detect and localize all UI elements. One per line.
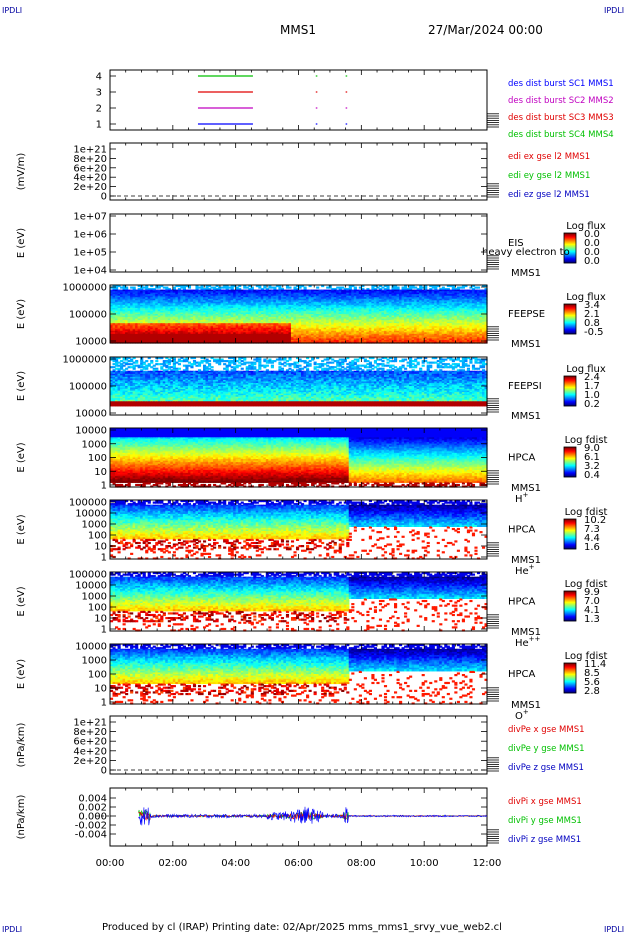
colorbar-tick-eis: 0.0	[584, 256, 600, 267]
y-tick-label-burst: 2	[96, 104, 102, 115]
spectrogram-feepse	[110, 285, 488, 344]
y-tick-label-burst: 3	[96, 88, 102, 99]
y-tick-label-edi: 2e+20	[73, 182, 107, 193]
y-tick-label-edi: 6e+20	[73, 163, 107, 174]
footer-text: Produced by cl (IRAP) Printing date: 02/…	[102, 922, 502, 933]
y-tick-label-burst: 1	[96, 120, 102, 131]
legend-edi-3: edi ez gse l2 MMS1	[508, 190, 590, 200]
panel-frame-eis	[110, 214, 487, 272]
overlay-text-eis: heavy electron to	[482, 247, 570, 258]
y-axis-label-edi: (mV/m)	[16, 153, 27, 191]
header-date: 27/Mar/2024 00:00	[428, 23, 543, 37]
legend-burst-1: des dist burst SC1 MMS1	[508, 79, 614, 89]
instrument-mission-eis: MMS1	[511, 268, 541, 279]
header-mission: MMS1	[280, 23, 316, 37]
legend-burst-2: des dist burst SC2 MMS2	[508, 96, 614, 106]
corner-label-top-left: IPDLI	[2, 6, 22, 15]
y-tick-label-edi: 4e+20	[73, 173, 107, 184]
corner-label-bottom-right: IPDLI	[604, 925, 624, 934]
legend-edi-1: edi ex gse l2 MMS1	[508, 152, 590, 162]
y-tick-label-burst: 4	[96, 72, 102, 83]
corner-label-top-right: IPDLI	[604, 6, 624, 15]
y-tick-label-eis: 1e+07	[73, 212, 107, 223]
y-tick-label-eis: 1e+06	[73, 230, 107, 241]
panel-frame-burst	[110, 70, 487, 130]
summary-plot: IPDLI IPDLI IPDLI IPDLI MMS1 27/Mar/2024…	[0, 0, 630, 934]
y-tick-label-eis: 1e+05	[73, 248, 107, 259]
corner-label-bottom-left: IPDLI	[2, 925, 22, 934]
legend-edi-2: edi ey gse l2 MMS1	[508, 171, 590, 181]
legend-burst-4: des dist burst SC4 MMS4	[508, 130, 614, 140]
y-tick-label-eis: 1e+04	[73, 266, 107, 277]
y-axis-label-eis: E (eV)	[16, 228, 27, 258]
y-tick-label-edi: 8e+20	[73, 154, 107, 165]
panel-frame-edi	[110, 143, 487, 200]
legend-burst-3: des dist burst SC3 MMS3	[508, 113, 614, 123]
y-tick-label-edi: 0	[101, 192, 107, 203]
y-tick-label-edi: 1e+21	[73, 145, 107, 156]
